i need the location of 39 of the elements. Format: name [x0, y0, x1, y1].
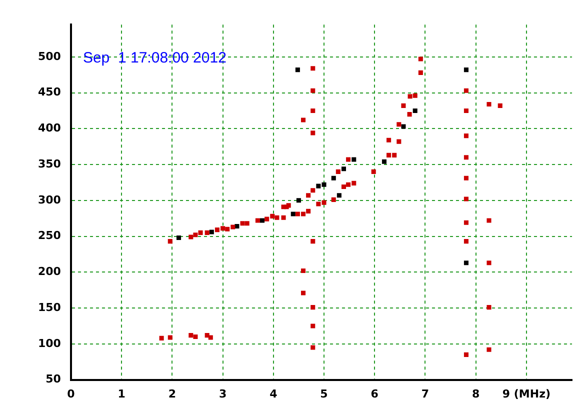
point [176, 235, 182, 240]
point [322, 182, 326, 187]
x-tick-label: 5 [320, 387, 328, 400]
x-tick-label: 9 (MHz) [502, 387, 550, 400]
point [295, 68, 300, 72]
point [234, 224, 240, 229]
y-tick-label: 150 [38, 300, 62, 314]
point [464, 260, 468, 266]
point [260, 218, 265, 223]
y-tick-label: 250 [38, 229, 62, 242]
x-tick-label: 3 [218, 387, 227, 400]
point [336, 193, 342, 198]
point [209, 230, 214, 234]
annotation: Sep 1 17:08:00 2012 [82, 50, 226, 67]
point [401, 124, 406, 129]
x-tick-label: 7 [421, 387, 430, 400]
y-tick-label: 200 [38, 265, 62, 278]
point [341, 166, 346, 172]
y-tick-label: 350 [38, 157, 62, 170]
point [296, 198, 301, 203]
y-tick-label: 400 [38, 122, 62, 135]
point [382, 159, 387, 164]
y-tick-label: 50 [46, 372, 62, 386]
x-tick-label: 2 [168, 387, 176, 400]
point [412, 108, 418, 113]
x-tick-label: 1 [118, 387, 126, 400]
point [290, 212, 296, 216]
y-tick-label: 100 [38, 336, 62, 350]
x-tick-label: 6 [370, 387, 379, 400]
point [316, 184, 321, 188]
x-tick-label: 0 [67, 387, 76, 400]
x-tick-label: 8 [472, 387, 480, 400]
x-tick-label: 4 [270, 387, 278, 400]
point [464, 68, 468, 72]
point [331, 176, 336, 180]
y-tick-label: 300 [38, 193, 62, 206]
point [352, 157, 356, 162]
y-tick-label: 450 [38, 86, 62, 99]
y-tick-label: 500 [38, 50, 62, 63]
